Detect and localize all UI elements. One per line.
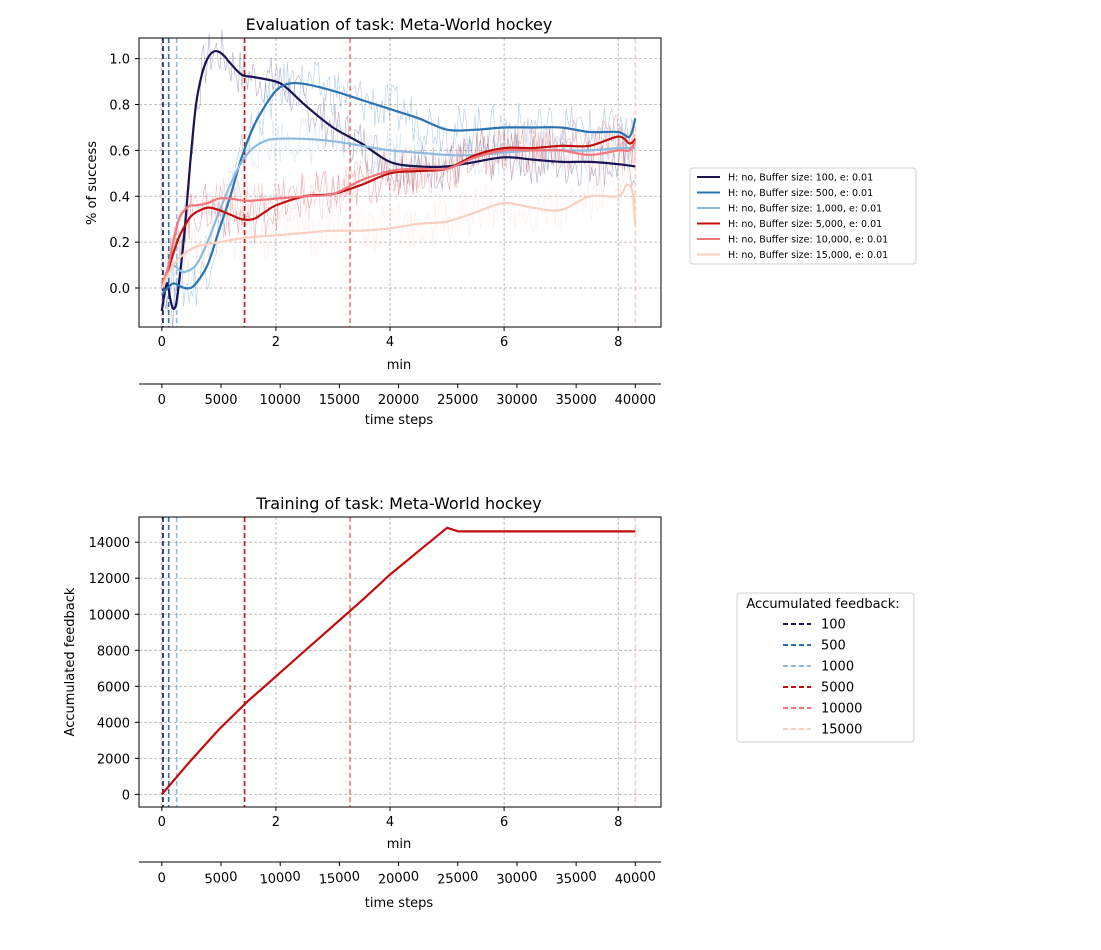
training-legend-label: 10000 [821,702,862,717]
evaluation-secondary-x-tick-label: 35000 [555,393,596,408]
training-legend-label: 15000 [821,723,862,738]
evaluation-chart: Evaluation of task: Meta-World hockey % … [85,15,662,428]
evaluation-series-line [160,135,637,289]
training-legend-frame [736,592,915,743]
evaluation-y-tick-label: 0.8 [109,99,130,114]
training-secondary-x-tick-label: 10000 [259,869,302,888]
training-y-tick-label: 2000 [97,752,130,767]
training-y-tick-label: 4000 [97,716,130,731]
training-y-tick-label: 0 [122,788,130,803]
evaluation-plot-frame [138,37,662,328]
evaluation-legend-label: H: no, Buffer size: 500, e: 0.01 [728,188,873,199]
evaluation-secondary-x-tick-label: 10000 [260,393,301,408]
evaluation-x-axis-label: min [387,358,412,373]
training-series-line [160,526,636,796]
evaluation-legend-label: H: no, Buffer size: 100, e: 0.01 [728,172,873,183]
evaluation-legend-label: H: no, Buffer size: 15,000, e: 0.01 [728,250,888,261]
training-y-tick-label: 12000 [89,572,130,587]
evaluation-secondary-x-tick-label: 20000 [378,393,419,408]
evaluation-legend-label: H: no, Buffer size: 1,000, e: 0.01 [728,203,882,214]
training-chart: Training of task: Meta-World hockey Accu… [63,494,662,911]
training-legend-title: Accumulated feedback: [746,597,899,612]
evaluation-y-tick-label: 0.6 [109,144,130,159]
evaluation-x-tick-label: 6 [500,335,508,350]
training-plot-frame [138,516,662,808]
evaluation-y-tick-label: 0.2 [109,236,130,251]
training-secondary-x-tick-label: 5000 [204,870,238,888]
evaluation-series-line [160,49,636,312]
evaluation-secondary-x-tick-label: 40000 [615,393,656,408]
training-legend-label: 100 [821,618,846,633]
training-legend: Accumulated feedback: 100 500 1000 5000 1000… [736,592,915,743]
training-chart-title: Training of task: Meta-World hockey [255,494,541,513]
evaluation-x-tick-label: 4 [386,335,394,350]
evaluation-series-line [160,81,637,296]
training-x-tick-label: 4 [386,815,394,830]
training-secondary-x-tick-label: 20000 [377,869,420,888]
training-legend-label: 500 [821,639,846,654]
evaluation-secondary-x-tick-label: 15000 [319,393,360,408]
training-secondary-x-tick-label: 40000 [614,869,657,888]
training-y-tick-label: 14000 [89,536,130,551]
evaluation-y-axis-label: % of success [85,141,100,225]
evaluation-legend-label: H: no, Buffer size: 10,000, e: 0.01 [728,234,888,245]
evaluation-x-tick-label: 8 [614,335,622,350]
training-y-tick-label: 6000 [97,680,130,695]
training-secondary-x-tick-label: 35000 [555,869,598,888]
evaluation-secondary-x-tick-label: 30000 [496,393,537,408]
training-y-axis-label: Accumulated feedback [63,587,78,736]
evaluation-noise-trace [161,60,636,320]
training-x-tick-label: 8 [614,815,622,830]
training-secondary-x-axis-label: time steps [365,896,434,911]
training-secondary-x-tick-label: 30000 [496,869,539,888]
training-x-axis-label: min [387,837,412,852]
evaluation-y-tick-label: 0.0 [109,282,130,297]
evaluation-secondary-x-tick-label: 0 [158,393,166,408]
evaluation-x-tick-label: 2 [272,335,280,350]
evaluation-y-tick-label: 1.0 [109,53,130,68]
training-secondary-x-tick-label: 15000 [318,869,361,888]
evaluation-chart-title: Evaluation of task: Meta-World hockey [246,15,553,34]
evaluation-legend-label: H: no, Buffer size: 5,000, e: 0.01 [728,219,882,230]
evaluation-secondary-x-tick-label: 5000 [204,393,237,408]
evaluation-y-tick-label: 0.4 [109,190,130,205]
evaluation-legend: H: no, Buffer size: 100, e: 0.01 H: no, B… [689,167,917,265]
evaluation-secondary-x-tick-label: 25000 [437,393,478,408]
evaluation-series-line [160,183,637,289]
training-legend-label: 5000 [821,681,854,696]
training-secondary-x-tick-label: 0 [157,871,167,887]
training-x-tick-label: 6 [500,815,508,830]
training-secondary-x-tick-label: 25000 [437,869,480,888]
training-x-tick-label: 0 [158,815,166,830]
training-x-tick-label: 2 [272,815,280,830]
evaluation-noise-trace [161,164,636,310]
evaluation-x-tick-label: 0 [158,335,166,350]
evaluation-series-line [160,140,637,284]
training-legend-label: 1000 [821,660,854,675]
evaluation-noise-trace [161,125,636,303]
evaluation-legend-frame [689,167,917,265]
training-y-tick-label: 8000 [97,644,130,659]
training-y-tick-label: 10000 [89,608,130,623]
evaluation-secondary-x-axis-label: time steps [365,413,434,428]
evaluation-noise-trace [161,29,636,329]
